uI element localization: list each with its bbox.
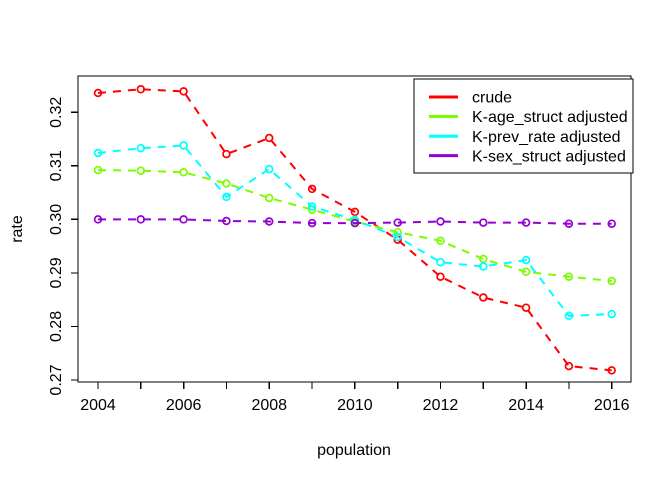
data-point-marker — [136, 85, 146, 94]
y-tick-label: 0.28 — [48, 311, 65, 342]
data-point-marker — [479, 218, 488, 227]
data-point-marker — [479, 293, 488, 302]
data-point-marker — [436, 272, 445, 281]
y-tick-label: 0.27 — [48, 364, 65, 395]
data-point-marker — [222, 216, 231, 226]
legend-box — [413, 78, 634, 174]
data-point-marker — [93, 215, 103, 224]
data-point-marker — [607, 219, 616, 228]
data-point-marker — [436, 236, 445, 246]
data-point-marker — [307, 218, 317, 228]
data-point-marker — [607, 276, 616, 286]
data-point-marker — [136, 143, 146, 153]
data-point-marker — [264, 133, 274, 143]
data-point-marker — [521, 303, 531, 312]
data-point-marker — [264, 193, 274, 203]
data-point-marker — [393, 227, 402, 237]
x-tick-label: 2010 — [337, 397, 373, 414]
series-line-K-sex_struct — [98, 218, 612, 225]
data-point-marker — [222, 179, 231, 188]
data-point-marker — [307, 184, 317, 194]
data-point-marker — [564, 272, 574, 281]
x-tick-label: 2012 — [423, 397, 459, 414]
data-point-marker — [179, 215, 188, 224]
data-point-marker — [222, 149, 231, 159]
x-tick-label: 2004 — [80, 397, 116, 414]
data-point-marker — [607, 366, 616, 375]
x-tick-label: 2006 — [166, 397, 202, 414]
data-point-marker — [521, 255, 531, 265]
data-point-marker — [564, 311, 574, 321]
data-point-marker — [436, 217, 445, 226]
y-tick-label: 0.32 — [48, 97, 65, 128]
x-axis-title: population — [317, 442, 391, 459]
x-tick-label: 2014 — [508, 397, 544, 414]
data-point-marker — [479, 262, 488, 271]
data-point-marker — [136, 166, 146, 175]
data-point-marker — [564, 219, 574, 228]
series-line-K-age_struct — [97, 169, 612, 282]
x-tick-label: 2008 — [251, 397, 287, 414]
data-point-marker — [521, 267, 531, 277]
data-point-marker — [521, 218, 531, 227]
data-point-marker — [264, 164, 274, 174]
legend-label: K-age_struct adjusted — [472, 109, 628, 126]
data-point-marker — [393, 232, 402, 242]
data-point-marker — [93, 148, 103, 158]
data-point-marker — [350, 218, 360, 228]
data-point-marker — [179, 168, 188, 177]
y-tick-label: 0.30 — [48, 204, 65, 235]
series-line-crude — [97, 88, 612, 372]
data-point-marker — [179, 141, 188, 150]
data-point-marker — [93, 165, 103, 175]
data-point-marker — [136, 215, 146, 224]
data-point-marker — [222, 192, 231, 202]
y-tick-label: 0.31 — [48, 150, 65, 181]
data-point-marker — [607, 309, 616, 319]
data-point-marker — [564, 361, 574, 371]
data-point-marker — [393, 218, 402, 227]
legend-label: K-prev_rate adjusted — [472, 129, 621, 146]
data-point-marker — [436, 257, 445, 267]
data-point-marker — [350, 207, 360, 217]
legend-label: K-sex_struct adjusted — [472, 148, 626, 165]
x-tick-label: 2016 — [594, 397, 630, 414]
y-tick-label: 0.29 — [48, 257, 65, 288]
data-point-marker — [264, 217, 274, 226]
y-axis-title: rate — [9, 215, 26, 243]
data-point-marker — [93, 88, 103, 98]
chart-plot-area: 2004 2006 2008 2010 2012 2014 2016 0.27 0.28 0.29… — [48, 75, 634, 414]
data-point-marker — [307, 202, 317, 211]
legend-label: crude — [472, 90, 512, 107]
data-point-marker — [179, 87, 188, 96]
